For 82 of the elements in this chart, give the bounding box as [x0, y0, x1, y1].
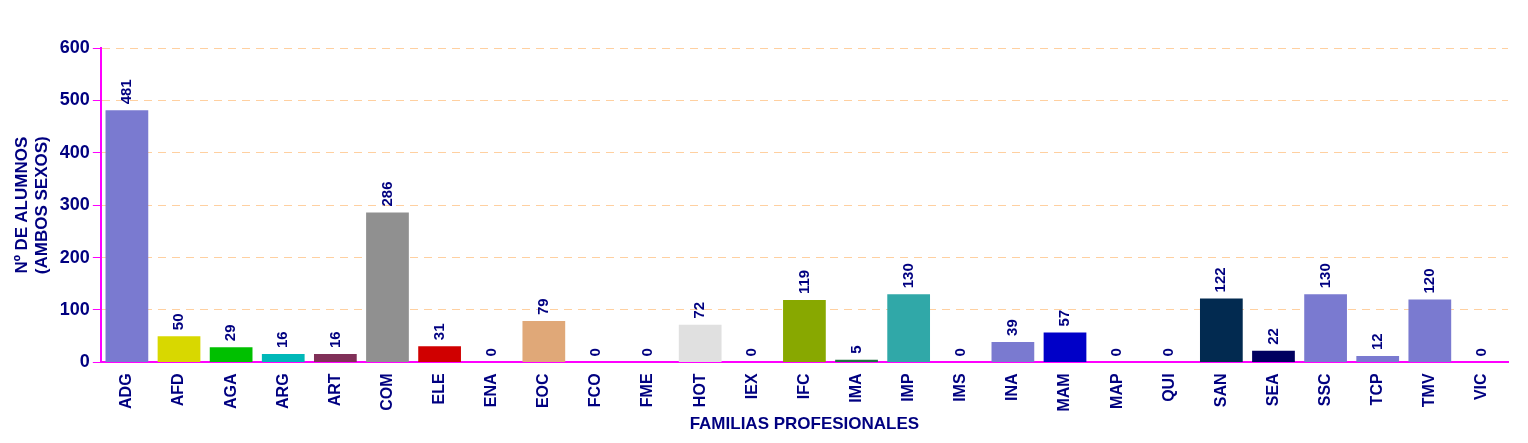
x-tick-label: TMV	[1420, 373, 1438, 408]
bar	[783, 300, 826, 362]
bar	[418, 346, 461, 362]
data-label: 130	[1315, 263, 1333, 289]
bar	[105, 110, 149, 362]
data-label: 72	[690, 301, 708, 319]
bar	[678, 324, 722, 362]
x-tick-label: ELE	[430, 373, 447, 405]
data-label: 286	[377, 181, 395, 207]
x-tick-label: IMP	[899, 373, 917, 402]
y-axis-title: Nº DE ALUMNOS (AMBOS SEXOS)	[11, 136, 52, 275]
data-label: 39	[1003, 319, 1021, 336]
bar	[1199, 298, 1243, 362]
y-tick-label: 400	[59, 141, 90, 162]
x-tick-label: IMA	[846, 372, 864, 403]
data-label: 16	[273, 331, 291, 349]
x-tick-label: AGA	[221, 372, 239, 409]
x-tick-label: MAM	[1055, 373, 1073, 412]
x-tick-label: IMS	[951, 373, 969, 402]
data-label: 0	[1107, 348, 1125, 357]
bar	[991, 341, 1035, 362]
x-tick-label: FCO	[586, 373, 604, 408]
bar	[366, 212, 409, 362]
data-label: 31	[429, 323, 447, 341]
bar	[835, 359, 878, 362]
bar	[887, 294, 931, 362]
bar	[261, 354, 305, 362]
x-tick-label: HOT	[690, 373, 708, 408]
x-tick-label: COM	[377, 373, 395, 411]
x-tick-label: MAP	[1107, 373, 1125, 409]
x-tick-label: TCP	[1368, 373, 1386, 406]
data-label: 22	[1263, 328, 1281, 345]
data-label: 29	[221, 324, 239, 342]
y-tick-label: 600	[59, 36, 90, 57]
x-tick-label: INA	[1003, 372, 1021, 401]
data-label: 0	[586, 348, 604, 357]
data-label: 57	[1055, 309, 1073, 327]
x-tick-label: IFC	[794, 372, 812, 400]
data-label: 120	[1419, 268, 1437, 294]
bar	[1252, 350, 1295, 362]
data-label: 0	[950, 348, 968, 357]
bar	[522, 321, 566, 362]
x-tick-label: ARG	[273, 373, 291, 409]
x-tick-label: QUI	[1159, 373, 1177, 402]
y-tick-label: 100	[59, 298, 90, 319]
data-label: 0	[1472, 348, 1490, 357]
data-label: 0	[742, 348, 760, 357]
x-tick-label: AFD	[169, 373, 187, 407]
data-label: 122	[1211, 267, 1229, 293]
x-tick-label: ENA	[482, 372, 500, 408]
data-label: 0	[1159, 348, 1177, 357]
bar	[1304, 294, 1347, 362]
x-tick-label: IEX	[742, 373, 760, 400]
x-tick-label: SAN	[1211, 373, 1229, 408]
y-tick-label: 500	[59, 89, 90, 110]
y-tick-label: 300	[59, 194, 90, 215]
y-tick-label: 0	[79, 351, 90, 372]
y-tick-label: 200	[59, 246, 90, 267]
x-tick-label: SEA	[1263, 372, 1281, 407]
bar	[1408, 299, 1452, 362]
x-tick-label: ADG	[117, 373, 135, 409]
data-label: 119	[794, 269, 812, 295]
data-label: 130	[898, 263, 916, 289]
bar	[1356, 356, 1400, 362]
data-label: 50	[169, 313, 187, 331]
x-tick-label: FME	[638, 373, 656, 408]
x-tick-label: SSC	[1316, 372, 1333, 407]
x-tick-label: ART	[325, 373, 343, 407]
x-tick-label: VIC	[1472, 372, 1490, 401]
x-tick-label: EOC	[534, 372, 552, 409]
data-label: 481	[117, 79, 135, 105]
data-label: 16	[325, 331, 343, 349]
data-label: 79	[533, 298, 551, 315]
data-label: 0	[481, 348, 499, 357]
data-label: 0	[638, 348, 656, 357]
bar	[157, 336, 201, 362]
bar	[1043, 332, 1087, 362]
bar	[209, 347, 253, 362]
data-label: 5	[846, 345, 864, 354]
data-label: 12	[1367, 333, 1385, 351]
bar	[313, 354, 357, 362]
x-axis-title: FAMILIAS PROFESIONALES	[689, 414, 920, 434]
